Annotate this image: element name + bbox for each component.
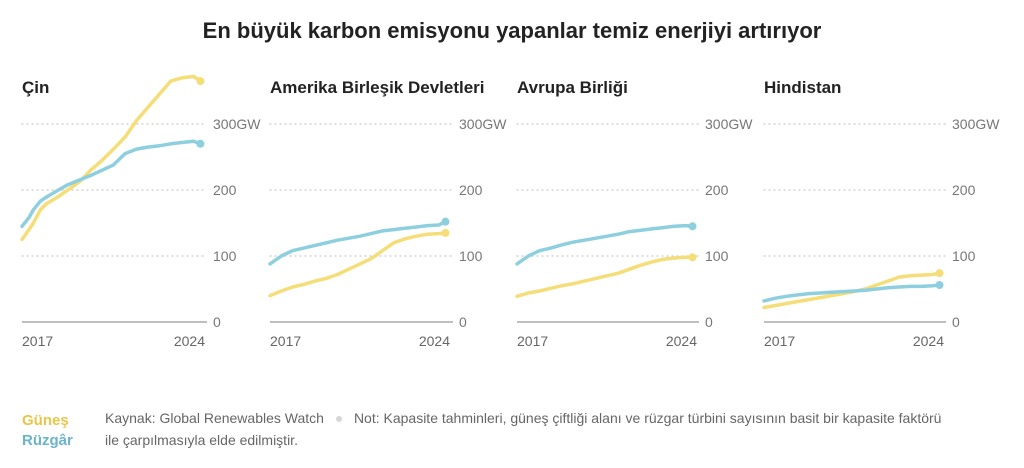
y-tick-label: 200 [459,182,483,198]
series-endpoint-wind [688,222,697,231]
series-endpoint-solar [441,228,450,237]
source-text: Kaynak: Global Renewables Watch [105,410,324,426]
panel-title: Hindistan [764,78,841,97]
y-tick-label: 200 [952,182,976,198]
series-endpoint-solar [935,269,944,278]
x-tick-label: 2024 [666,333,697,349]
x-tick-label: 2017 [22,333,53,349]
y-tick-label: 300GW [705,116,753,132]
series-line-wind [515,223,695,266]
series-endpoint-solar [688,253,697,262]
legend: Güneş Rüzgâr [22,411,73,451]
separator-dot-icon [335,416,342,423]
series-line-solar [268,231,448,298]
series-endpoint-wind [935,281,944,290]
y-tick-label: 100 [459,248,483,264]
series-line-wind [762,283,942,303]
chart-title: En büyük karbon emisyonu yapanlar temiz … [202,18,822,43]
y-tick-label: 0 [459,314,467,330]
y-tick-label: 0 [705,314,713,330]
legend-solar: Güneş [22,412,69,429]
y-tick-label: 300GW [459,116,507,132]
series-line-wind [20,139,203,229]
y-tick-label: 200 [213,182,237,198]
series-endpoint-wind [441,217,450,226]
x-tick-label: 2017 [270,333,301,349]
y-tick-label: 100 [213,248,237,264]
legend-wind: Rüzgâr [22,432,73,449]
series-line-wind [268,219,448,266]
series-endpoint-wind [196,139,205,148]
x-tick-label: 2024 [419,333,450,349]
x-tick-label: 2017 [517,333,548,349]
x-tick-label: 2024 [913,333,944,349]
panel-title: Avrupa Birliği [517,78,628,97]
footnote: Kaynak: Global Renewables Watch Not: Kapa… [105,407,945,451]
series-line-solar [20,74,203,242]
y-tick-label: 100 [952,248,976,264]
y-tick-label: 300GW [952,116,1000,132]
series-endpoint-solar [196,77,205,86]
x-tick-label: 2024 [174,333,205,349]
panel-title: Çin [22,78,49,97]
y-tick-label: 300GW [213,116,261,132]
note-text: Not: Kapasite tahminleri, güneş çiftliği… [105,410,942,448]
y-tick-label: 100 [705,248,729,264]
small-multiples-chart: Çin 0 100 200 300GW 2017 2024 Amerika Birleşik … [20,74,1000,349]
y-tick-label: 0 [952,314,960,330]
panel-title: Amerika Birleşik Devletleri [270,78,485,97]
x-tick-label: 2017 [764,333,795,349]
y-tick-label: 200 [705,182,729,198]
series-line-solar [515,255,695,299]
y-tick-label: 0 [213,314,221,330]
